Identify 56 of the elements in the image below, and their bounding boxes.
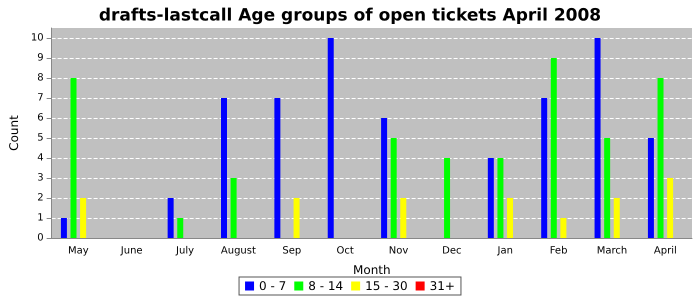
y-axis-title: Count (7, 114, 21, 151)
y-tick-label: 10 (30, 32, 44, 44)
x-tick-label: Dec (442, 246, 462, 256)
bar (390, 138, 397, 238)
bar (658, 78, 664, 238)
y-tick-label: 4 (37, 152, 44, 164)
y-tick-label: 0 (37, 232, 44, 244)
legend-label: 0 - 7 (259, 279, 286, 293)
bar (614, 198, 620, 238)
chart-title: drafts-lastcall Age groups of open tickets April 2008 (98, 6, 602, 26)
bar (444, 158, 450, 238)
y-tick-label: 3 (37, 172, 44, 184)
bar (80, 198, 86, 238)
legend-label: 8 - 14 (308, 279, 344, 293)
bar (604, 138, 610, 238)
y-tick-label: 5 (37, 132, 44, 144)
bar (497, 158, 504, 238)
bar (507, 198, 514, 238)
bar (230, 178, 237, 238)
bar (168, 198, 174, 238)
y-tick-label: 1 (37, 212, 44, 224)
bar (648, 138, 654, 238)
bar (594, 38, 601, 238)
y-tick-label: 9 (37, 52, 44, 64)
x-tick-label: Nov (388, 246, 408, 256)
x-tick-label: April (654, 246, 677, 256)
legend-label: 31+ (430, 279, 455, 293)
bar (221, 98, 227, 238)
bar (177, 218, 184, 238)
bar (274, 98, 280, 238)
bar (328, 38, 334, 238)
x-tick-label: May (68, 246, 89, 256)
x-tick-label: Jan (496, 246, 513, 256)
bar (488, 158, 494, 238)
y-tick-label: 6 (37, 112, 44, 124)
y-tick-label: 7 (37, 92, 44, 104)
bar (400, 198, 406, 238)
bar (381, 118, 388, 238)
bar (550, 58, 557, 238)
bar (70, 78, 77, 238)
x-tick-label: July (175, 246, 194, 256)
y-tick-label: 2 (37, 192, 44, 204)
x-tick-label: Sep (282, 246, 302, 256)
bar (294, 198, 300, 238)
bar (541, 98, 548, 238)
bar (560, 218, 566, 238)
bar (667, 178, 674, 238)
y-tick-label: 8 (37, 72, 44, 84)
x-tick-label: June (120, 246, 143, 256)
x-tick-label: Feb (550, 246, 568, 256)
x-tick-label: August (220, 246, 256, 256)
x-axis-title: Month (353, 263, 391, 277)
x-tick-label: March (596, 246, 628, 256)
bar (60, 218, 67, 238)
x-tick-label: Oct (336, 246, 354, 256)
legend-label: 15 - 30 (365, 279, 408, 293)
